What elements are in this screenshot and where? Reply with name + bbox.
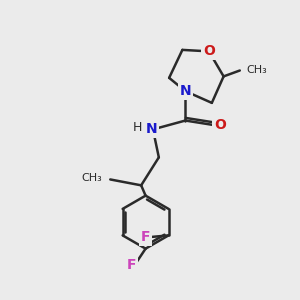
Text: O: O bbox=[203, 44, 215, 58]
Text: CH₃: CH₃ bbox=[246, 65, 267, 76]
Text: N: N bbox=[146, 122, 157, 136]
Text: N: N bbox=[179, 84, 191, 98]
Text: O: O bbox=[214, 118, 226, 132]
Text: F: F bbox=[127, 258, 136, 272]
Text: F: F bbox=[141, 230, 151, 244]
Text: CH₃: CH₃ bbox=[81, 173, 102, 183]
Text: H: H bbox=[133, 121, 142, 134]
